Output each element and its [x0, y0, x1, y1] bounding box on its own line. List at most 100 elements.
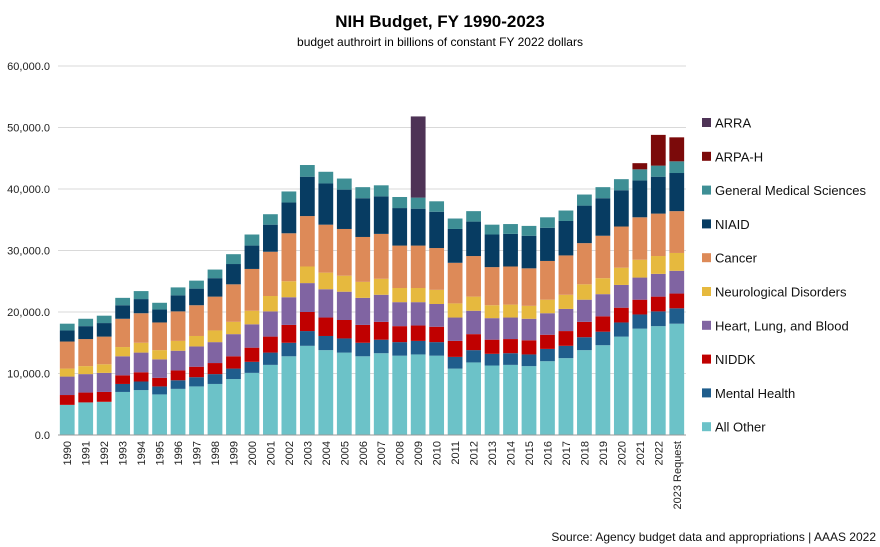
bar-stack-2008: [392, 196, 408, 435]
bar-segment-all-other: [133, 390, 149, 435]
bar-segment-general-medical-sciences: [299, 165, 315, 177]
bar-segment-neurological-disorders: [503, 304, 518, 318]
bar-segment-all-other: [373, 353, 389, 435]
bar-segment-neurological-disorders: [281, 281, 297, 298]
bar-segment-neurological-disorders: [577, 284, 592, 300]
legend-item-general-medical-sciences: General Medical Sciences: [702, 183, 867, 198]
bar-segment-neurological-disorders: [318, 272, 334, 290]
bar-stack-2009: [410, 116, 426, 435]
bar-segment-cancer: [650, 213, 666, 257]
bar-segment-neurological-disorders: [336, 275, 352, 292]
bar-segment-cancer: [410, 245, 426, 289]
bar-stack-2017: [558, 210, 574, 435]
y-tick-label: 30,000.0: [7, 246, 50, 258]
legend-item-niddk: NIDDK: [702, 352, 756, 367]
bar-segment-all-other: [392, 355, 408, 435]
bar-segment-niddk: [207, 363, 223, 375]
bar-stack-1994: [133, 291, 149, 435]
bar-segment-mental-health: [355, 342, 371, 357]
bar-segment-mental-health: [521, 354, 537, 367]
bar-segment-all-other: [299, 345, 315, 435]
bar-segment-all-other: [189, 386, 204, 435]
bar-segment-heart-lung-and-blood: [78, 374, 94, 393]
bar-segment-heart-lung-and-blood: [281, 297, 297, 325]
bar-segment-general-medical-sciences: [577, 194, 592, 206]
bar-stack-1998: [207, 269, 223, 435]
bar-segment-general-medical-sciences: [669, 161, 685, 174]
bar-segment-general-medical-sciences: [78, 318, 94, 327]
bar-segment-general-medical-sciences: [355, 187, 371, 199]
bar-segment-mental-health: [318, 335, 334, 351]
bar-segment-general-medical-sciences: [207, 269, 223, 279]
bar-segment-niddk: [521, 340, 537, 355]
bar-segment-neurological-disorders: [558, 294, 574, 309]
bar-segment-niaid: [669, 173, 685, 212]
bar-segment-cancer: [613, 226, 629, 268]
bar-segment-mental-health: [540, 348, 555, 362]
bar-segment-niddk: [410, 325, 426, 341]
bar-segment-cancer: [207, 296, 223, 331]
bar-segment-niddk: [632, 299, 648, 315]
bar-stack-2005: [336, 178, 352, 435]
bar-segment-mental-health: [613, 322, 629, 337]
bar-segment-neurological-disorders: [78, 366, 94, 375]
bar-segment-heart-lung-and-blood: [613, 284, 629, 308]
bar-stack-1997: [189, 280, 204, 435]
bar-segment-neurological-disorders: [170, 340, 186, 351]
y-tick-label: 60,000.0: [7, 61, 50, 73]
bar-segment-heart-lung-and-blood: [595, 294, 611, 317]
bar-stack-2006: [355, 187, 371, 435]
x-tick-label: 1991: [81, 441, 93, 465]
bar-segment-neurological-disorders: [669, 252, 685, 271]
bar-segment-heart-lung-and-blood: [170, 350, 186, 371]
x-tick-label: 2021: [635, 441, 647, 465]
bar-segment-cancer: [170, 311, 186, 341]
bar-segment-mental-health: [669, 308, 685, 324]
bar-segment-cancer: [540, 260, 555, 300]
bar-segment-cancer: [152, 322, 167, 351]
bar-segment-general-medical-sciences: [540, 217, 555, 228]
legend-swatch: [702, 422, 711, 432]
bar-segment-all-other: [632, 328, 648, 435]
bar-stack-2013: [484, 224, 500, 435]
bar-stack-1999: [226, 254, 241, 435]
bar-segment-heart-lung-and-blood: [207, 342, 223, 364]
bar-segment-niddk: [540, 334, 555, 349]
bar-stack-1996: [170, 287, 186, 435]
bar-segment-all-other: [466, 362, 481, 435]
bar-segment-general-medical-sciences: [133, 291, 149, 300]
bar-segment-mental-health: [595, 331, 611, 346]
legend-label: Mental Health: [715, 386, 795, 401]
x-tick-label: 2008: [395, 441, 407, 465]
bar-segment-niaid: [577, 205, 592, 244]
x-tick-label: 2010: [432, 441, 444, 465]
bar-segment-niddk: [189, 366, 204, 378]
bar-stack-2023-request: [669, 137, 685, 435]
bar-segment-heart-lung-and-blood: [133, 352, 149, 373]
bar-segment-mental-health: [429, 342, 445, 356]
bar-segment-neurological-disorders: [484, 305, 500, 319]
bar-segment-niddk: [355, 324, 371, 343]
bar-segment-mental-health: [281, 342, 297, 357]
bar-segment-all-other: [577, 350, 592, 435]
legend-label: All Other: [715, 420, 766, 435]
bar-segment-mental-health: [170, 380, 186, 389]
bar-segment-cancer: [577, 243, 592, 285]
bar-segment-general-medical-sciences: [447, 218, 463, 229]
bar-segment-general-medical-sciences: [410, 197, 426, 209]
bar-segment-all-other: [78, 402, 94, 435]
bar-segment-neurological-disorders: [392, 288, 408, 303]
bar-segment-neurological-disorders: [226, 321, 241, 335]
bar-stack-2018: [577, 194, 592, 435]
bar-segment-niaid: [595, 198, 611, 236]
bar-stack-1991: [78, 318, 94, 435]
bar-segment-heart-lung-and-blood: [669, 270, 685, 294]
legend-item-niaid: NIAID: [702, 217, 750, 232]
bar-segment-neurological-disorders: [595, 278, 611, 295]
bar-segment-mental-health: [152, 386, 167, 395]
bars: [59, 116, 685, 435]
bar-segment-heart-lung-and-blood: [577, 299, 592, 322]
bar-segment-mental-health: [263, 352, 278, 365]
bar-segment-all-other: [410, 354, 426, 435]
